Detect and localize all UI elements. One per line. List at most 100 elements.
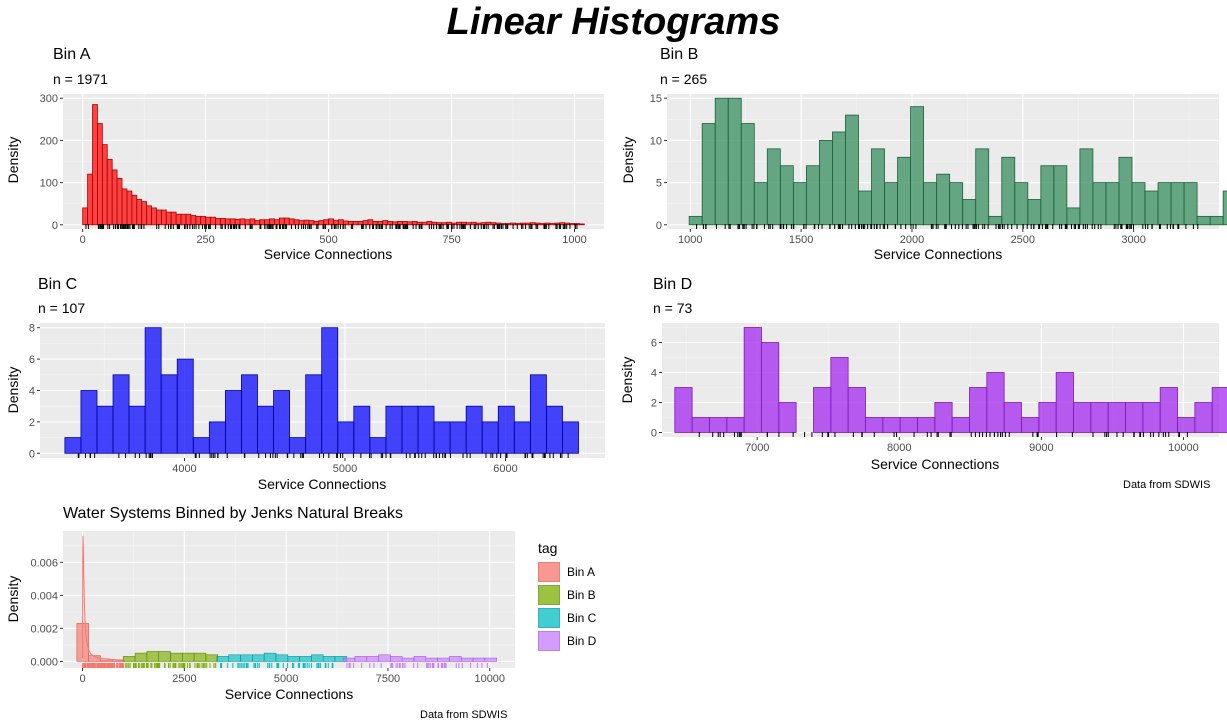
combined-title: Water Systems Binned by Jenks Natural Br… xyxy=(63,505,403,522)
y-tick-label: 8 xyxy=(29,323,35,335)
x-tick-label: 0 xyxy=(80,234,86,246)
histogram-bar-bin-d xyxy=(413,656,427,662)
y-tick-label: 0 xyxy=(52,220,58,232)
histogram-bar-bin-b xyxy=(134,652,148,662)
x-tick-label: 10000 xyxy=(1168,442,1199,454)
histogram-bar-bin-d xyxy=(390,656,403,662)
histogram-bar xyxy=(176,358,194,454)
x-axis-label: Service Connections xyxy=(225,686,353,702)
x-tick-label: 1000 xyxy=(678,234,702,246)
histogram-bar-bin-b xyxy=(205,654,219,662)
legend-label-bin-d: Bin D xyxy=(567,633,597,648)
x-tick-label: 3000 xyxy=(1121,234,1145,246)
histogram-bar xyxy=(674,387,693,433)
legend-key-bin-c xyxy=(538,607,560,628)
y-tick-label: 4 xyxy=(29,386,35,398)
bin-a-title: Bin A xyxy=(53,46,91,63)
histogram-bar-bin-c xyxy=(322,656,336,662)
y-tick-label: 6 xyxy=(29,354,35,366)
y-tick-label: 10 xyxy=(650,135,662,147)
bin-a-subtitle: n = 1971 xyxy=(53,71,108,87)
legend-item-bin-c: Bin C xyxy=(538,606,596,629)
histogram-bar xyxy=(1183,182,1198,226)
histogram-bar-bin-b xyxy=(193,652,207,662)
x-tick-label: 6000 xyxy=(493,463,517,475)
y-tick-label: 5 xyxy=(656,178,662,190)
y-tick-label: 0.000 xyxy=(30,656,58,668)
histogram-bar-bin-b xyxy=(146,651,159,662)
x-axis-label: Service Connections xyxy=(874,246,1002,262)
y-tick-label: 0 xyxy=(656,220,662,232)
y-tick-label: 0.006 xyxy=(30,557,58,569)
histogram-bar-bin-c xyxy=(240,654,253,662)
legend-label-bin-b: Bin B xyxy=(567,587,596,602)
y-tick-label: 0.004 xyxy=(30,590,58,602)
y-axis-label: Density xyxy=(619,357,635,404)
y-axis-label: Density xyxy=(5,137,21,184)
x-tick-label: 8000 xyxy=(887,442,911,454)
histogram-bar xyxy=(847,387,866,433)
histogram-bar-bin-c xyxy=(275,654,289,662)
histogram-bar-bin-d xyxy=(354,656,368,662)
x-tick-label: 10000 xyxy=(474,673,505,685)
histogram-bar xyxy=(321,327,339,454)
legend-key-bin-d xyxy=(538,630,560,651)
x-tick-label: 7500 xyxy=(376,673,400,685)
y-tick-label: 2 xyxy=(29,417,35,429)
x-tick-label: 7000 xyxy=(745,442,769,454)
histogram-bar xyxy=(740,123,755,226)
x-tick-label: 0 xyxy=(79,673,85,685)
x-tick-label: 2500 xyxy=(172,673,196,685)
legend: tag Bin A Bin B Bin C Bin D xyxy=(538,540,596,652)
y-axis-label: Density xyxy=(620,137,636,184)
legend-item-bin-b: Bin B xyxy=(538,583,596,606)
x-tick-label: 2500 xyxy=(1011,234,1035,246)
histogram-bar xyxy=(975,148,990,226)
histogram-bar-bin-d xyxy=(342,657,356,662)
x-axis-label: Service Connections xyxy=(258,476,386,492)
histogram-bar-bin-c xyxy=(287,656,300,662)
x-tick-label: 9000 xyxy=(1029,442,1053,454)
x-tick-label: 2000 xyxy=(900,234,924,246)
density-curve xyxy=(82,535,124,661)
y-tick-label: 6 xyxy=(651,338,657,350)
x-tick-label: 250 xyxy=(196,234,214,246)
histogram-bar-bin-d xyxy=(472,657,486,662)
histogram-bar-bin-d xyxy=(378,654,391,662)
histogram-bar-bin-d xyxy=(484,657,497,662)
y-tick-label: 2 xyxy=(651,398,657,410)
histogram-bar xyxy=(761,342,780,433)
x-axis-label: Service Connections xyxy=(264,246,392,262)
caption-bottom: Data from SDWIS xyxy=(420,709,508,721)
y-tick-label: 0 xyxy=(651,428,657,440)
histogram-bar-bin-c xyxy=(299,656,312,662)
main-title: Linear Histograms xyxy=(446,1,781,43)
histogram-bar-bin-b xyxy=(158,651,171,662)
histogram-bar xyxy=(273,390,290,454)
histogram-bar xyxy=(910,106,925,226)
legend-label-bin-a: Bin A xyxy=(567,564,596,579)
x-tick-label: 500 xyxy=(319,234,337,246)
x-tick-label: 1000 xyxy=(562,234,586,246)
histogram-bar-bin-c xyxy=(216,656,230,662)
legend-label-bin-c: Bin C xyxy=(567,610,597,625)
histogram-bar xyxy=(353,405,371,454)
y-tick-label: 200 xyxy=(40,135,58,147)
legend-item-bin-a: Bin A xyxy=(538,560,596,583)
x-tick-label: 4000 xyxy=(172,463,196,475)
histogram-bar xyxy=(562,421,579,454)
histogram-bar-bin-d xyxy=(401,657,415,662)
histogram-bar xyxy=(1053,165,1068,226)
y-axis-label: Density xyxy=(5,367,21,414)
histogram-bar xyxy=(1222,190,1227,226)
y-tick-label: 100 xyxy=(40,178,58,190)
bin-c-title: Bin C xyxy=(38,276,78,293)
histogram-bar xyxy=(579,223,585,226)
histogram-bar xyxy=(778,402,797,433)
histogram-bar-bin-d xyxy=(437,657,450,662)
x-tick-label: 750 xyxy=(442,234,460,246)
